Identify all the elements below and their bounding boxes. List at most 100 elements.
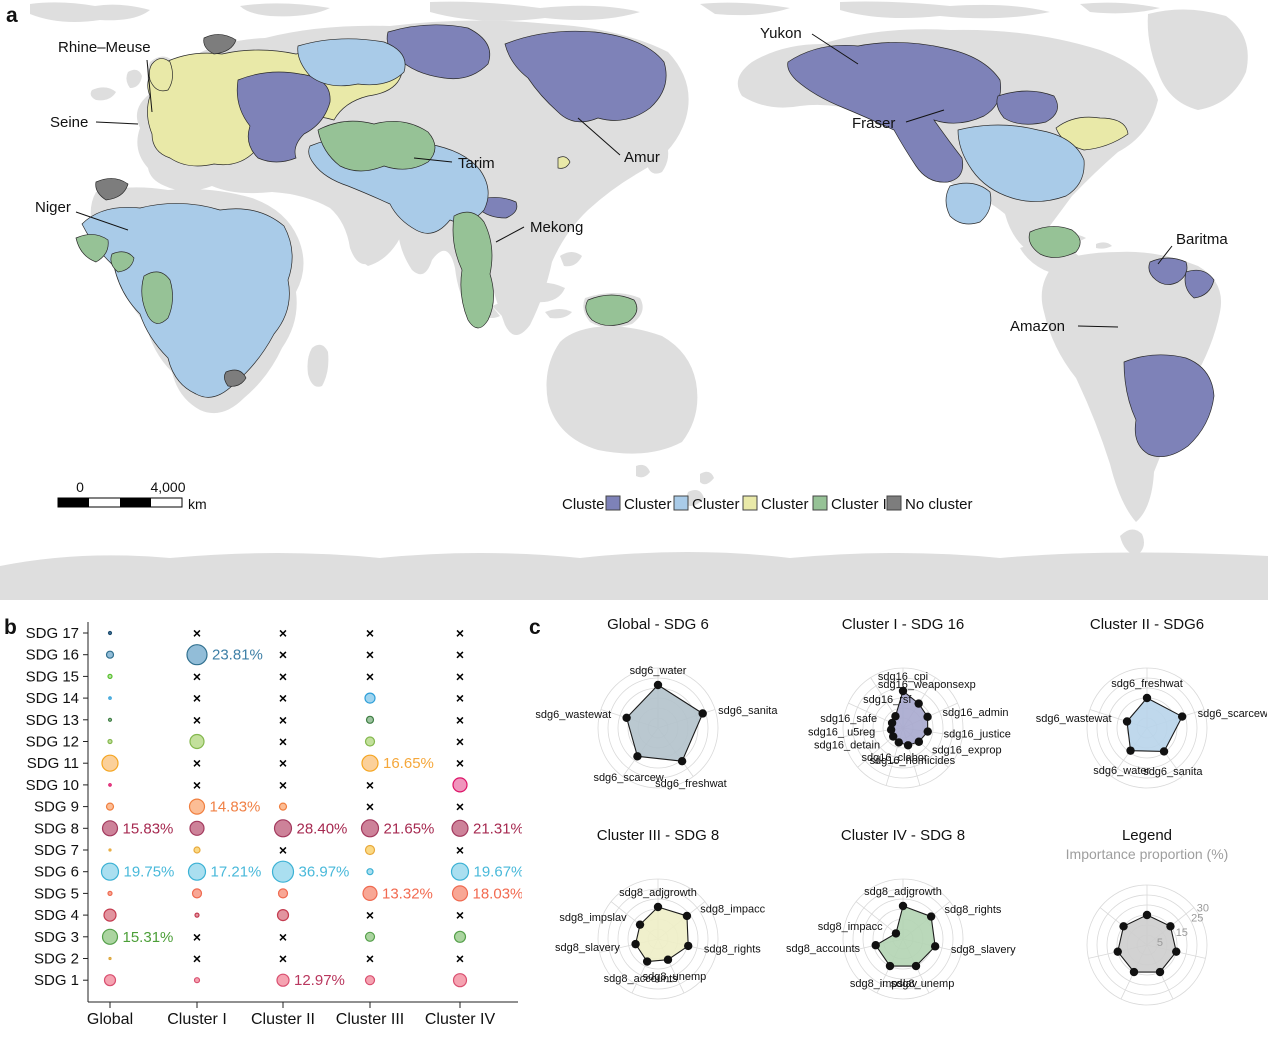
cluster-ii-basins	[81, 38, 1085, 398]
legend-swatch-cluster-i	[605, 495, 621, 511]
bubble-value-label: 16.65%	[383, 755, 434, 772]
radar-axis-label: sdg8_unemp	[643, 971, 707, 983]
bubble-value-label: 17.21%	[211, 864, 262, 881]
bubble	[103, 908, 117, 922]
radar-polygon	[1126, 697, 1184, 753]
basin-label-seine: Seine	[50, 114, 88, 131]
radar-axis-label: sdg8_slavery	[951, 944, 1016, 956]
basin-label-yukon: Yukon	[760, 25, 802, 42]
bubble	[452, 973, 468, 988]
row-label-sdg-4: SDG 4	[34, 907, 79, 924]
bubble	[101, 754, 119, 772]
radar-axis-label: sdg6_freshwat	[655, 778, 727, 790]
missing-mark: ×	[279, 690, 287, 706]
radar-point	[633, 752, 642, 761]
bubble	[276, 909, 290, 922]
radar-axis-label: sdg16_cpi	[878, 671, 928, 683]
missing-mark: ×	[366, 907, 374, 923]
radar-point	[622, 713, 631, 723]
bubble	[364, 931, 376, 942]
radar-point	[1166, 922, 1175, 931]
sdg-bubble-matrix: SDG 17 × × × × SDG 16 23.81% × × × SDG 15 × × × × SDG 1…	[0, 612, 524, 1034]
radar-title: Global - SDG 6	[607, 616, 709, 633]
map-canvas: Rhine–Meuse Seine Niger Tarim Mekong Amu…	[0, 1, 1268, 600]
world-basin-map: Rhine–Meuse Seine Niger Tarim Mekong Amu…	[0, 1, 1268, 600]
column-label-cluster-iv: Cluster IV	[425, 1011, 496, 1028]
bubble-value-label: 21.65%	[384, 820, 435, 837]
radar-point	[887, 718, 896, 728]
radar-point	[898, 686, 907, 696]
basin-label-mekong: Mekong	[530, 219, 583, 236]
radar-point	[914, 699, 923, 708]
radar-axis-label: sdg16_detain	[814, 739, 880, 751]
missing-mark: ×	[279, 734, 287, 750]
row-label-sdg-2: SDG 2	[34, 951, 79, 968]
basin-label-niger: Niger	[35, 199, 71, 216]
missing-mark: ×	[456, 690, 464, 706]
radar-point	[871, 941, 880, 950]
bubble	[278, 802, 288, 811]
missing-mark: ×	[279, 777, 287, 793]
radar-title: Cluster IV - SDG 8	[841, 827, 965, 844]
legend-label-no-cluster: No cluster	[905, 496, 973, 513]
scale-bar-unit: km	[188, 496, 207, 512]
missing-mark: ×	[279, 842, 287, 858]
radar-point	[1130, 967, 1139, 977]
legend-swatch-cluster-iv	[812, 495, 828, 511]
bubble-value-label: 13.32%	[382, 885, 433, 902]
missing-mark: ×	[456, 907, 464, 923]
radar-point	[898, 901, 907, 911]
missing-mark: ×	[193, 690, 201, 706]
row-label-sdg-13: SDG 13	[26, 712, 79, 729]
radar-scale-legend: Legend Importance proportion (%) 5 15 25 30	[1023, 823, 1268, 1034]
radar-point	[890, 712, 900, 721]
radar-axis-label: sdg8_rights	[704, 944, 761, 956]
scale-bar: 0 4,000 km	[57, 479, 207, 512]
bubble	[100, 862, 120, 881]
radar-axis-label: sdg16_admin	[942, 707, 1008, 719]
basin-label-tarim: Tarim	[458, 155, 495, 172]
row-label-sdg-10: SDG 10	[26, 777, 79, 794]
radar-title: Cluster II - SDG6	[1090, 616, 1204, 633]
radar-point	[914, 737, 923, 746]
row-label-sdg-11: SDG 11	[27, 755, 79, 772]
row-label-sdg-16: SDG 16	[26, 647, 79, 664]
missing-mark: ×	[456, 842, 464, 858]
radar-point	[1113, 947, 1123, 956]
radar-axis-label: sdg16_weaponsexp	[878, 679, 976, 691]
bubble	[451, 819, 469, 837]
missing-mark: ×	[193, 777, 201, 793]
bubble	[188, 798, 206, 815]
radar-axis-label: sdg8_accounts	[786, 943, 860, 955]
missing-mark: ×	[366, 777, 374, 793]
radar-polygon	[626, 684, 704, 762]
bubble-value-label: 18.03%	[473, 885, 523, 902]
radar-polygon	[1117, 914, 1178, 973]
missing-mark: ×	[456, 712, 464, 728]
radar-axis-label: sdg6_water	[630, 665, 687, 677]
bubble	[186, 644, 208, 666]
radar-point	[930, 942, 940, 951]
radar-axis-label: sdg6_wastewat	[1036, 713, 1112, 725]
bubble	[193, 846, 201, 854]
bubble	[108, 848, 112, 852]
radar-grid: Global - SDG 6 sdg6_water sdg6_sanita sdg6_…	[534, 612, 1268, 1034]
panel-b-letter: b	[4, 616, 17, 639]
map-legend-title: Cluster	[562, 496, 610, 513]
radar-axis-label: sdg8_impacc	[700, 903, 765, 915]
bubble	[277, 888, 289, 899]
radar-point	[894, 738, 903, 747]
bubble-value-label: 19.75%	[124, 864, 175, 881]
bubble	[276, 973, 290, 987]
row-label-sdg-8: SDG 8	[34, 820, 79, 837]
panel-a-letter: a	[6, 4, 18, 27]
radar-axis-label: sdg6_scarcew	[593, 772, 663, 784]
radar-point	[682, 911, 692, 921]
radar-axis-label: sdg16_homicides	[869, 755, 955, 767]
radar-point	[923, 727, 932, 736]
radar-point	[885, 961, 894, 971]
missing-mark: ×	[193, 668, 201, 684]
bubble	[107, 890, 113, 896]
row-label-sdg-14: SDG 14	[26, 690, 79, 707]
missing-mark: ×	[456, 647, 464, 663]
